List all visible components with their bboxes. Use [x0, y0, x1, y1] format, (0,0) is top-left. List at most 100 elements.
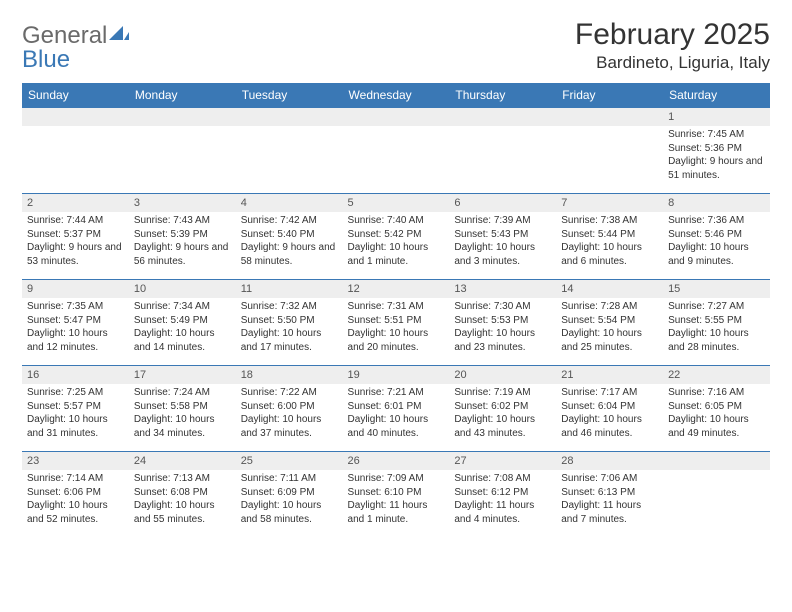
sunrise-text: Sunrise: 7:13 AM: [134, 472, 231, 486]
col-wednesday: Wednesday: [343, 83, 450, 107]
calendar-row: 1Sunrise: 7:45 AMSunset: 5:36 PMDaylight…: [22, 107, 770, 193]
daylight-text: Daylight: 10 hours and 12 minutes.: [27, 327, 124, 354]
daylight-text: Daylight: 10 hours and 3 minutes.: [454, 241, 551, 268]
sunrise-text: Sunrise: 7:11 AM: [241, 472, 338, 486]
logo-word1: General: [22, 22, 107, 49]
daylight-text: Daylight: 10 hours and 28 minutes.: [668, 327, 765, 354]
day-number: 2: [22, 193, 129, 212]
calendar-cell: 25Sunrise: 7:11 AMSunset: 6:09 PMDayligh…: [236, 451, 343, 537]
daylight-text: Daylight: 10 hours and 6 minutes.: [561, 241, 658, 268]
calendar-row: 16Sunrise: 7:25 AMSunset: 5:57 PMDayligh…: [22, 365, 770, 451]
day-number: 13: [449, 279, 556, 298]
day-number: 9: [22, 279, 129, 298]
sunrise-text: Sunrise: 7:25 AM: [27, 386, 124, 400]
calendar-cell: 26Sunrise: 7:09 AMSunset: 6:10 PMDayligh…: [343, 451, 450, 537]
sunrise-text: Sunrise: 7:40 AM: [348, 214, 445, 228]
sunrise-text: Sunrise: 7:32 AM: [241, 300, 338, 314]
day-details: Sunrise: 7:28 AMSunset: 5:54 PMDaylight:…: [556, 298, 663, 358]
daylight-text: Daylight: 10 hours and 17 minutes.: [241, 327, 338, 354]
day-number: 5: [343, 193, 450, 212]
daylight-text: Daylight: 10 hours and 1 minute.: [348, 241, 445, 268]
day-number: 28: [556, 451, 663, 470]
day-number: [22, 107, 129, 126]
sunset-text: Sunset: 6:00 PM: [241, 400, 338, 414]
sunset-text: Sunset: 6:09 PM: [241, 486, 338, 500]
daylight-text: Daylight: 10 hours and 58 minutes.: [241, 499, 338, 526]
day-header-row: Sunday Monday Tuesday Wednesday Thursday…: [22, 83, 770, 107]
calendar-cell: 12Sunrise: 7:31 AMSunset: 5:51 PMDayligh…: [343, 279, 450, 365]
day-details: Sunrise: 7:11 AMSunset: 6:09 PMDaylight:…: [236, 470, 343, 530]
daylight-text: Daylight: 10 hours and 37 minutes.: [241, 413, 338, 440]
calendar-cell: 17Sunrise: 7:24 AMSunset: 5:58 PMDayligh…: [129, 365, 236, 451]
day-details: Sunrise: 7:06 AMSunset: 6:13 PMDaylight:…: [556, 470, 663, 530]
daylight-text: Daylight: 10 hours and 23 minutes.: [454, 327, 551, 354]
col-friday: Friday: [556, 83, 663, 107]
day-number: 25: [236, 451, 343, 470]
sunrise-text: Sunrise: 7:21 AM: [348, 386, 445, 400]
sunset-text: Sunset: 6:08 PM: [134, 486, 231, 500]
sunset-text: Sunset: 6:05 PM: [668, 400, 765, 414]
daylight-text: Daylight: 9 hours and 56 minutes.: [134, 241, 231, 268]
calendar-cell: 11Sunrise: 7:32 AMSunset: 5:50 PMDayligh…: [236, 279, 343, 365]
daylight-text: Daylight: 9 hours and 58 minutes.: [241, 241, 338, 268]
calendar-cell: 1Sunrise: 7:45 AMSunset: 5:36 PMDaylight…: [663, 107, 770, 193]
day-details: Sunrise: 7:32 AMSunset: 5:50 PMDaylight:…: [236, 298, 343, 358]
daylight-text: Daylight: 10 hours and 49 minutes.: [668, 413, 765, 440]
day-number: 21: [556, 365, 663, 384]
day-number: 3: [129, 193, 236, 212]
day-number: 8: [663, 193, 770, 212]
sunset-text: Sunset: 5:55 PM: [668, 314, 765, 328]
header: General Blue February 2025 Bardineto, Li…: [22, 18, 770, 73]
day-details: Sunrise: 7:39 AMSunset: 5:43 PMDaylight:…: [449, 212, 556, 272]
calendar-cell: 8Sunrise: 7:36 AMSunset: 5:46 PMDaylight…: [663, 193, 770, 279]
day-details: Sunrise: 7:38 AMSunset: 5:44 PMDaylight:…: [556, 212, 663, 272]
sunset-text: Sunset: 5:53 PM: [454, 314, 551, 328]
calendar-row: 9Sunrise: 7:35 AMSunset: 5:47 PMDaylight…: [22, 279, 770, 365]
sunset-text: Sunset: 6:12 PM: [454, 486, 551, 500]
sunrise-text: Sunrise: 7:28 AM: [561, 300, 658, 314]
day-number: [556, 107, 663, 126]
daylight-text: Daylight: 11 hours and 1 minute.: [348, 499, 445, 526]
logo-sail-icon: [109, 24, 129, 45]
sunrise-text: Sunrise: 7:24 AM: [134, 386, 231, 400]
sunrise-text: Sunrise: 7:34 AM: [134, 300, 231, 314]
sunrise-text: Sunrise: 7:06 AM: [561, 472, 658, 486]
day-number: 22: [663, 365, 770, 384]
calendar-cell: [663, 451, 770, 537]
daylight-text: Daylight: 10 hours and 25 minutes.: [561, 327, 658, 354]
sunrise-text: Sunrise: 7:36 AM: [668, 214, 765, 228]
day-number: 16: [22, 365, 129, 384]
day-details: Sunrise: 7:31 AMSunset: 5:51 PMDaylight:…: [343, 298, 450, 358]
sunrise-text: Sunrise: 7:39 AM: [454, 214, 551, 228]
day-details: Sunrise: 7:19 AMSunset: 6:02 PMDaylight:…: [449, 384, 556, 444]
day-number: 6: [449, 193, 556, 212]
col-thursday: Thursday: [449, 83, 556, 107]
sunrise-text: Sunrise: 7:44 AM: [27, 214, 124, 228]
daylight-text: Daylight: 11 hours and 4 minutes.: [454, 499, 551, 526]
sunset-text: Sunset: 5:36 PM: [668, 142, 765, 156]
day-number: [449, 107, 556, 126]
daylight-text: Daylight: 11 hours and 7 minutes.: [561, 499, 658, 526]
sunset-text: Sunset: 5:43 PM: [454, 228, 551, 242]
sunset-text: Sunset: 5:54 PM: [561, 314, 658, 328]
sunset-text: Sunset: 5:39 PM: [134, 228, 231, 242]
sunrise-text: Sunrise: 7:31 AM: [348, 300, 445, 314]
calendar-cell: 18Sunrise: 7:22 AMSunset: 6:00 PMDayligh…: [236, 365, 343, 451]
calendar-cell: 24Sunrise: 7:13 AMSunset: 6:08 PMDayligh…: [129, 451, 236, 537]
sunset-text: Sunset: 5:42 PM: [348, 228, 445, 242]
calendar-cell: 23Sunrise: 7:14 AMSunset: 6:06 PMDayligh…: [22, 451, 129, 537]
calendar-cell: 16Sunrise: 7:25 AMSunset: 5:57 PMDayligh…: [22, 365, 129, 451]
day-details: Sunrise: 7:14 AMSunset: 6:06 PMDaylight:…: [22, 470, 129, 530]
day-details: Sunrise: 7:24 AMSunset: 5:58 PMDaylight:…: [129, 384, 236, 444]
logo-word2: Blue: [22, 48, 70, 72]
day-number: [236, 107, 343, 126]
day-number: [129, 107, 236, 126]
sunrise-text: Sunrise: 7:35 AM: [27, 300, 124, 314]
calendar-cell: [22, 107, 129, 193]
day-details: Sunrise: 7:17 AMSunset: 6:04 PMDaylight:…: [556, 384, 663, 444]
day-details: Sunrise: 7:42 AMSunset: 5:40 PMDaylight:…: [236, 212, 343, 272]
calendar-cell: 10Sunrise: 7:34 AMSunset: 5:49 PMDayligh…: [129, 279, 236, 365]
day-number: 20: [449, 365, 556, 384]
day-details: Sunrise: 7:25 AMSunset: 5:57 PMDaylight:…: [22, 384, 129, 444]
sunset-text: Sunset: 6:01 PM: [348, 400, 445, 414]
